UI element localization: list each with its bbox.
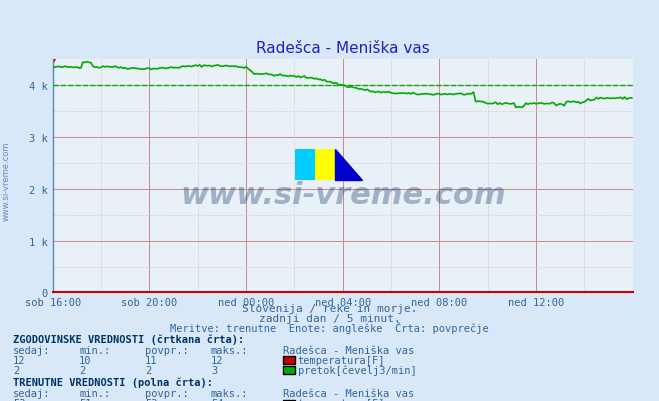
Text: 51: 51 [79,398,92,401]
Text: 12: 12 [13,355,26,365]
Text: 2: 2 [79,365,85,375]
Text: maks.:: maks.: [211,345,248,355]
Text: min.:: min.: [79,345,110,355]
Text: povpr.:: povpr.: [145,388,188,398]
Bar [295,149,315,180]
Text: sedaj:: sedaj: [13,345,51,355]
Text: www.si-vreme.com: www.si-vreme.com [2,141,11,220]
Text: povpr.:: povpr.: [145,345,188,355]
Text: temperatura[F]: temperatura[F] [298,398,386,401]
Polygon shape [335,149,362,180]
Text: Slovenija / reke in morje.: Slovenija / reke in morje. [242,303,417,313]
Text: Meritve: trenutne  Enote: angleške  Črta: povprečje: Meritve: trenutne Enote: angleške Črta: … [170,321,489,333]
Text: www.si-vreme.com: www.si-vreme.com [180,180,505,209]
Text: min.:: min.: [79,388,110,398]
Text: TRENUTNE VREDNOSTI (polna črta):: TRENUTNE VREDNOSTI (polna črta): [13,377,213,387]
Text: 53: 53 [145,398,158,401]
Text: zadnji dan / 5 minut.: zadnji dan / 5 minut. [258,313,401,323]
Text: Radešca - Meniška vas: Radešca - Meniška vas [283,388,415,398]
Text: pretok[čevelj3/min]: pretok[čevelj3/min] [298,365,416,375]
Text: 2: 2 [13,365,19,375]
Text: maks.:: maks.: [211,388,248,398]
Text: Radešca - Meniška vas: Radešca - Meniška vas [283,345,415,355]
Text: 11: 11 [145,355,158,365]
Text: temperatura[F]: temperatura[F] [298,355,386,365]
Text: 2: 2 [145,365,151,375]
Text: sedaj:: sedaj: [13,388,51,398]
Text: 12: 12 [211,355,223,365]
Title: Radešca - Meniška vas: Radešca - Meniška vas [256,41,430,56]
Text: 3: 3 [211,365,217,375]
Text: 10: 10 [79,355,92,365]
Text: ZGODOVINSKE VREDNOSTI (črtkana črta):: ZGODOVINSKE VREDNOSTI (črtkana črta): [13,333,244,344]
Text: 53: 53 [13,398,26,401]
Text: 54: 54 [211,398,223,401]
Bar [295,149,335,180]
